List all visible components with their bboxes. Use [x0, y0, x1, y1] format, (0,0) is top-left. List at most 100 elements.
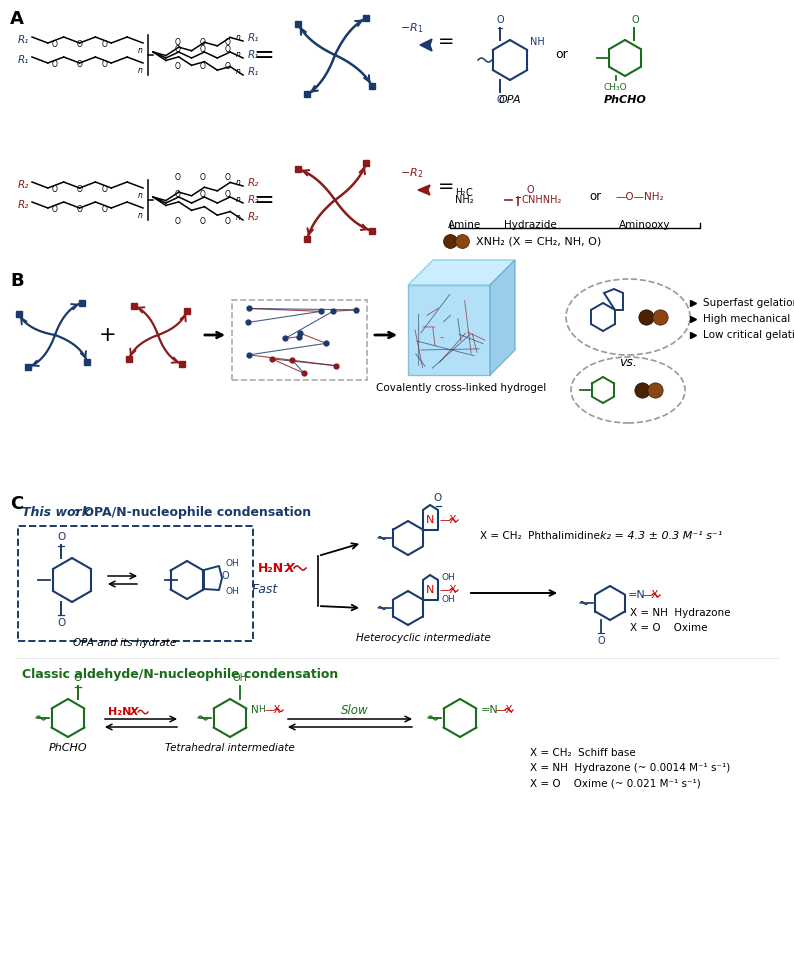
- Text: =: =: [253, 43, 275, 67]
- Text: O: O: [175, 62, 181, 72]
- Text: Superfast gelation: Superfast gelation: [703, 298, 794, 308]
- Text: Slow: Slow: [341, 704, 368, 716]
- Text: OH: OH: [225, 560, 239, 569]
- Text: O: O: [597, 636, 605, 646]
- Polygon shape: [420, 39, 432, 51]
- Text: PhCHO: PhCHO: [603, 95, 646, 105]
- Text: O: O: [225, 62, 231, 72]
- Text: n: n: [137, 46, 142, 55]
- Text: vs.: vs.: [619, 357, 637, 369]
- Text: R₂: R₂: [248, 195, 260, 205]
- Text: O: O: [175, 46, 181, 54]
- Text: XNH₂ (X = CH₂, NH, O): XNH₂ (X = CH₂, NH, O): [476, 236, 601, 246]
- Text: O: O: [102, 205, 108, 215]
- Text: O: O: [77, 205, 83, 215]
- Text: R₂: R₂: [18, 180, 29, 190]
- Polygon shape: [490, 260, 515, 375]
- Text: N: N: [426, 515, 434, 525]
- Text: =: =: [253, 188, 275, 212]
- Text: N: N: [251, 705, 259, 715]
- Text: O: O: [74, 673, 82, 683]
- Text: +: +: [99, 325, 117, 345]
- Text: n: n: [137, 211, 142, 220]
- Text: O: O: [200, 191, 206, 199]
- Text: Heterocyclic intermediate: Heterocyclic intermediate: [356, 633, 491, 643]
- Text: —X: —X: [440, 585, 457, 595]
- Text: O: O: [200, 39, 206, 48]
- Text: n: n: [236, 51, 241, 59]
- Text: =: =: [438, 178, 454, 196]
- Text: Covalently cross-linked hydrogel: Covalently cross-linked hydrogel: [376, 383, 546, 393]
- Text: X = CH₂  Schiff base: X = CH₂ Schiff base: [530, 748, 636, 758]
- Text: C: C: [10, 495, 23, 513]
- Text: =: =: [438, 32, 454, 52]
- Text: R₁: R₁: [18, 55, 29, 65]
- Text: Fast: Fast: [252, 583, 278, 596]
- Text: O: O: [175, 173, 181, 183]
- Text: NHNH₂: NHNH₂: [528, 195, 561, 205]
- Text: N: N: [426, 585, 434, 595]
- Text: —X: —X: [440, 515, 457, 525]
- Text: OPA and its hydrate: OPA and its hydrate: [73, 638, 176, 648]
- Text: H₂N⁻: H₂N⁻: [108, 707, 137, 717]
- Text: O: O: [52, 60, 58, 70]
- Text: $-$R$_2$: $-$R$_2$: [400, 166, 423, 180]
- Text: O: O: [222, 571, 229, 581]
- Bar: [232, 300, 367, 380]
- Text: O: O: [631, 15, 639, 25]
- Text: O: O: [225, 39, 231, 48]
- Text: R₂: R₂: [18, 200, 29, 210]
- Text: PhCHO: PhCHO: [48, 743, 87, 753]
- Text: R₂: R₂: [248, 212, 260, 222]
- Text: O: O: [175, 218, 181, 226]
- Text: O: O: [175, 39, 181, 48]
- Text: CH₃O: CH₃O: [603, 83, 626, 92]
- Text: O: O: [57, 618, 65, 628]
- Text: O: O: [225, 191, 231, 199]
- Text: n: n: [236, 213, 241, 222]
- Text: —X: —X: [265, 705, 281, 715]
- Text: O: O: [52, 41, 58, 50]
- Text: OH: OH: [233, 673, 248, 683]
- Text: X = NH  Hydrazone: X = NH Hydrazone: [630, 608, 730, 618]
- Text: C: C: [522, 195, 529, 205]
- Polygon shape: [408, 285, 490, 375]
- Text: X: X: [285, 562, 295, 574]
- Text: R₂: R₂: [248, 178, 260, 188]
- Text: O: O: [77, 41, 83, 50]
- Text: n: n: [137, 191, 142, 200]
- Text: R₁: R₁: [248, 33, 260, 43]
- Text: O: O: [77, 186, 83, 194]
- Text: Classic aldehyde/N-nucleophile condensation: Classic aldehyde/N-nucleophile condensat…: [22, 668, 338, 681]
- Text: R₁: R₁: [18, 35, 29, 45]
- Text: —O—NH₂: —O—NH₂: [615, 192, 664, 202]
- Text: n: n: [236, 33, 241, 43]
- Text: Aminooxy: Aminooxy: [619, 220, 671, 230]
- Text: O: O: [52, 205, 58, 215]
- Text: O: O: [434, 493, 442, 503]
- Text: O: O: [77, 60, 83, 70]
- Text: Amine: Amine: [449, 220, 482, 230]
- Text: —X: —X: [642, 590, 660, 600]
- Text: O: O: [225, 218, 231, 226]
- Text: =N: =N: [628, 590, 646, 600]
- Text: X = CH₂  Phthalimidine: X = CH₂ Phthalimidine: [480, 531, 600, 541]
- Text: NH: NH: [530, 37, 545, 47]
- Text: or: or: [589, 191, 601, 203]
- Text: =N: =N: [481, 705, 499, 715]
- Text: H₂N⁻: H₂N⁻: [258, 562, 291, 574]
- Text: X: X: [130, 707, 139, 717]
- Text: This work: This work: [22, 506, 91, 519]
- Text: O: O: [102, 60, 108, 70]
- Text: OPA: OPA: [499, 95, 522, 105]
- Text: OH: OH: [441, 573, 455, 582]
- Bar: [18, 526, 253, 641]
- Text: Low critical gelation concentration: Low critical gelation concentration: [703, 330, 794, 340]
- Text: O: O: [102, 186, 108, 194]
- Text: H₂: H₂: [455, 189, 465, 197]
- Text: n: n: [236, 179, 241, 188]
- Text: O: O: [200, 46, 206, 54]
- Text: O: O: [200, 173, 206, 183]
- Text: n: n: [236, 67, 241, 77]
- Text: A: A: [10, 10, 24, 28]
